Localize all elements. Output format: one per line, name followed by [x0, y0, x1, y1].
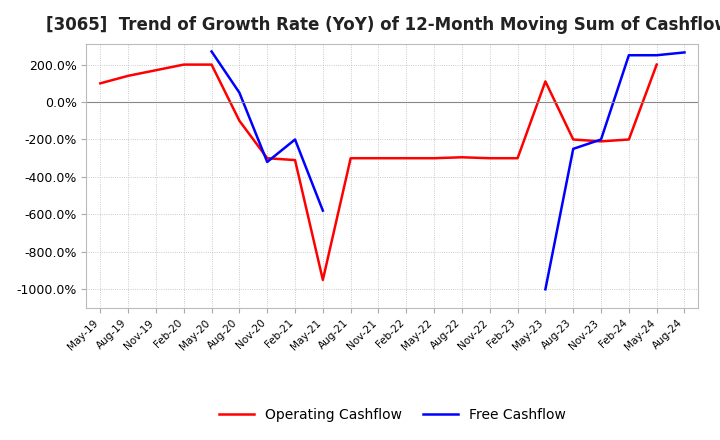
- Free Cashflow: [624, 53, 633, 58]
- Free Cashflow: [318, 208, 327, 213]
- Operating Cashflow: [179, 62, 188, 67]
- Free Cashflow: [235, 90, 243, 95]
- Free Cashflow: [541, 286, 550, 292]
- Operating Cashflow: [513, 156, 522, 161]
- Free Cashflow: [569, 146, 577, 151]
- Operating Cashflow: [263, 156, 271, 161]
- Operating Cashflow: [430, 156, 438, 161]
- Operating Cashflow: [624, 137, 633, 142]
- Title: [3065]  Trend of Growth Rate (YoY) of 12-Month Moving Sum of Cashflows: [3065] Trend of Growth Rate (YoY) of 12-…: [45, 16, 720, 34]
- Operating Cashflow: [207, 62, 216, 67]
- Legend: Operating Cashflow, Free Cashflow: Operating Cashflow, Free Cashflow: [214, 403, 571, 428]
- Operating Cashflow: [458, 154, 467, 160]
- Operating Cashflow: [291, 158, 300, 163]
- Operating Cashflow: [597, 139, 606, 144]
- Operating Cashflow: [569, 137, 577, 142]
- Operating Cashflow: [541, 79, 550, 84]
- Line: Operating Cashflow: Operating Cashflow: [100, 65, 657, 280]
- Operating Cashflow: [374, 156, 383, 161]
- Operating Cashflow: [346, 156, 355, 161]
- Free Cashflow: [652, 53, 661, 58]
- Free Cashflow: [291, 137, 300, 142]
- Operating Cashflow: [652, 62, 661, 67]
- Free Cashflow: [680, 50, 689, 55]
- Operating Cashflow: [96, 81, 104, 86]
- Operating Cashflow: [152, 68, 161, 73]
- Operating Cashflow: [235, 118, 243, 123]
- Operating Cashflow: [402, 156, 410, 161]
- Operating Cashflow: [485, 156, 494, 161]
- Operating Cashflow: [124, 73, 132, 78]
- Free Cashflow: [207, 49, 216, 54]
- Line: Free Cashflow: Free Cashflow: [212, 51, 685, 289]
- Free Cashflow: [597, 137, 606, 142]
- Operating Cashflow: [318, 277, 327, 282]
- Free Cashflow: [263, 159, 271, 165]
